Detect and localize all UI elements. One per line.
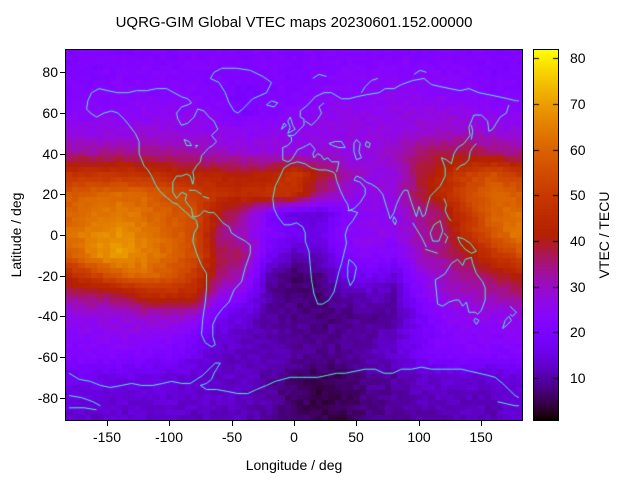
colorbar-tick-label: 40 <box>570 233 586 249</box>
x-tick-mark <box>419 421 420 426</box>
colorbar-tick-label: 20 <box>570 324 586 340</box>
x-tick-mark <box>481 421 482 426</box>
y-tick-mark <box>60 154 65 155</box>
colorbar-title: VTEC / TECU <box>596 191 612 279</box>
y-tick-mark <box>60 276 65 277</box>
y-tick-label: -80 <box>37 390 58 406</box>
y-tick-mark <box>60 72 65 73</box>
x-tick-label: 0 <box>290 429 298 445</box>
y-tick-label: 80 <box>42 64 58 80</box>
x-tick-label: -150 <box>92 429 122 445</box>
y-tick-mark <box>60 357 65 358</box>
colorbar-tick-label: 10 <box>570 370 586 386</box>
x-tick-mark <box>294 421 295 426</box>
colorbar-tick-label: 70 <box>570 96 586 112</box>
y-tick-label: 0 <box>50 227 58 243</box>
x-tick-label: -100 <box>154 429 184 445</box>
colorbar-tick-label: 50 <box>570 187 586 203</box>
x-tick-mark <box>356 421 357 426</box>
y-tick-mark <box>60 398 65 399</box>
y-tick-label: -40 <box>37 308 58 324</box>
x-tick-mark <box>107 421 108 426</box>
y-tick-label: -20 <box>37 268 58 284</box>
y-tick-mark <box>60 235 65 236</box>
coastlines-overlay <box>66 50 522 420</box>
x-tick-label: -50 <box>221 429 243 445</box>
colorbar-tick-label: 80 <box>570 50 586 66</box>
colorbar-tick-label: 60 <box>570 142 586 158</box>
x-tick-label: 100 <box>407 429 431 445</box>
x-axis-title: Longitude / deg <box>245 457 343 473</box>
x-tick-label: 150 <box>469 429 493 445</box>
colorbar-gradient <box>534 50 558 420</box>
colorbar-tick-label: 30 <box>570 279 586 295</box>
colorbar-border <box>533 49 559 421</box>
plot-title: UQRG-GIM Global VTEC maps 20230601.152.0… <box>115 14 473 31</box>
x-tick-mark <box>232 421 233 426</box>
y-tick-mark <box>60 194 65 195</box>
y-tick-label: 20 <box>42 186 58 202</box>
y-tick-label: 40 <box>42 146 58 162</box>
x-tick-label: 50 <box>348 429 364 445</box>
y-axis-title: Latitude / deg <box>8 192 24 278</box>
y-tick-mark <box>60 113 65 114</box>
x-tick-mark <box>169 421 170 426</box>
y-tick-label: 60 <box>42 105 58 121</box>
y-tick-label: -60 <box>37 349 58 365</box>
plot-area-border <box>65 49 523 421</box>
y-tick-mark <box>60 316 65 317</box>
